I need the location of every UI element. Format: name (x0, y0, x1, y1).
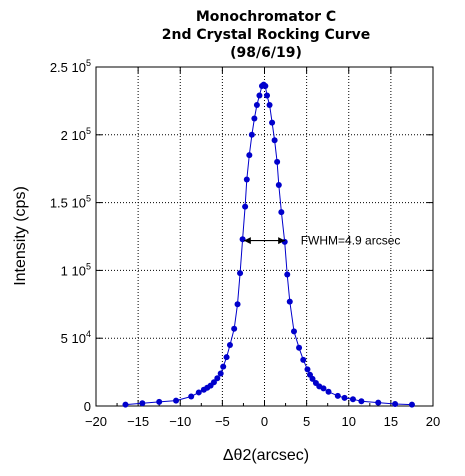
data-point (173, 397, 180, 404)
y-tick-mantissa: 0 (84, 399, 91, 414)
data-point (210, 379, 217, 386)
data-point (375, 399, 382, 406)
data-point (309, 375, 316, 382)
data-series (122, 81, 415, 408)
data-point (275, 181, 282, 188)
chart-title: Monochromator C 2nd Crystal Rocking Curv… (162, 9, 371, 61)
data-point (271, 137, 278, 144)
data-point (226, 341, 233, 348)
data-point (334, 392, 341, 399)
data-point (262, 82, 269, 89)
data-point (188, 393, 195, 400)
y-tick-mantissa: 2.5 10 (50, 60, 86, 75)
data-point (349, 396, 356, 403)
data-point (156, 398, 163, 405)
y-tick-label: 0 (84, 399, 91, 414)
x-tick-label: −10 (169, 414, 191, 429)
y-tick-mantissa: 5 10 (61, 331, 86, 346)
data-point (300, 356, 307, 363)
data-point (122, 401, 129, 408)
y-tick-label: 1 105 (61, 261, 91, 278)
x-tick-label: 5 (303, 414, 310, 429)
data-point (274, 158, 281, 165)
x-tick-label: 10 (342, 414, 356, 429)
data-point (239, 236, 246, 243)
data-point (325, 388, 332, 395)
data-point (408, 401, 415, 408)
data-point (139, 400, 146, 407)
y-axis-label: Intensity (cps) (12, 186, 29, 286)
y-tick-mantissa: 1 10 (61, 263, 86, 278)
x-tick-label: 0 (261, 414, 268, 429)
data-point (223, 354, 230, 361)
data-point (266, 101, 273, 108)
x-tick-label: −20 (85, 414, 107, 429)
y-tick-mantissa: 2 10 (61, 128, 86, 143)
data-point (286, 298, 293, 305)
data-point (253, 101, 260, 108)
data-point (214, 375, 221, 382)
fwhm-arrowhead-right (278, 237, 286, 245)
x-tick-label: 15 (384, 414, 398, 429)
chart-title-line-1: Monochromator C (196, 9, 336, 25)
y-tick-label: 2.5 105 (50, 58, 91, 75)
data-point (251, 115, 258, 122)
data-point (195, 389, 202, 396)
data-point (243, 176, 250, 183)
y-tick-exponent: 5 (86, 58, 91, 68)
data-point (278, 209, 285, 216)
fwhm-arrowhead-left (243, 237, 251, 245)
x-tick-labels: −20 −15 −10 −5 0 5 10 15 20 (85, 414, 440, 429)
y-tick-exponent: 5 (86, 261, 91, 271)
chart-title-line-3: (98/6/19) (230, 45, 302, 61)
data-point (264, 92, 271, 99)
y-tick-exponent: 5 (86, 126, 91, 136)
data-point (217, 370, 224, 377)
data-point (246, 152, 253, 159)
data-point (220, 363, 227, 370)
fwhm-label: FWHM=4.9 arcsec (301, 234, 401, 248)
y-tick-label: 1.5 105 (50, 194, 91, 211)
data-point (296, 344, 303, 351)
fwhm-annotation: FWHM=4.9 arcsec (243, 234, 401, 248)
data-point (242, 203, 249, 210)
y-tick-mantissa: 1.5 10 (50, 196, 86, 211)
y-tick-label: 5 104 (61, 329, 91, 346)
axis-ticks (95, 66, 434, 407)
chart-title-line-2: 2nd Crystal Rocking Curve (162, 27, 371, 43)
data-point (320, 385, 327, 392)
x-tick-label: −15 (127, 414, 149, 429)
data-point (392, 400, 399, 407)
data-point (231, 325, 238, 332)
x-axis-label: Δθ2(arcsec) (223, 447, 309, 464)
data-point (248, 131, 255, 138)
x-tick-label: 20 (426, 414, 440, 429)
data-point (237, 270, 244, 277)
y-tick-label: 2 105 (61, 126, 91, 143)
data-point (269, 119, 276, 126)
data-point (256, 92, 263, 99)
data-point (290, 328, 297, 335)
grid-lines (96, 67, 433, 406)
data-point (358, 398, 365, 405)
x-tick-label: −5 (215, 414, 230, 429)
data-point (304, 366, 311, 373)
data-point (284, 271, 291, 278)
y-tick-exponent: 4 (86, 329, 91, 339)
data-point (341, 394, 348, 401)
data-point (234, 301, 241, 308)
y-tick-exponent: 5 (86, 194, 91, 204)
